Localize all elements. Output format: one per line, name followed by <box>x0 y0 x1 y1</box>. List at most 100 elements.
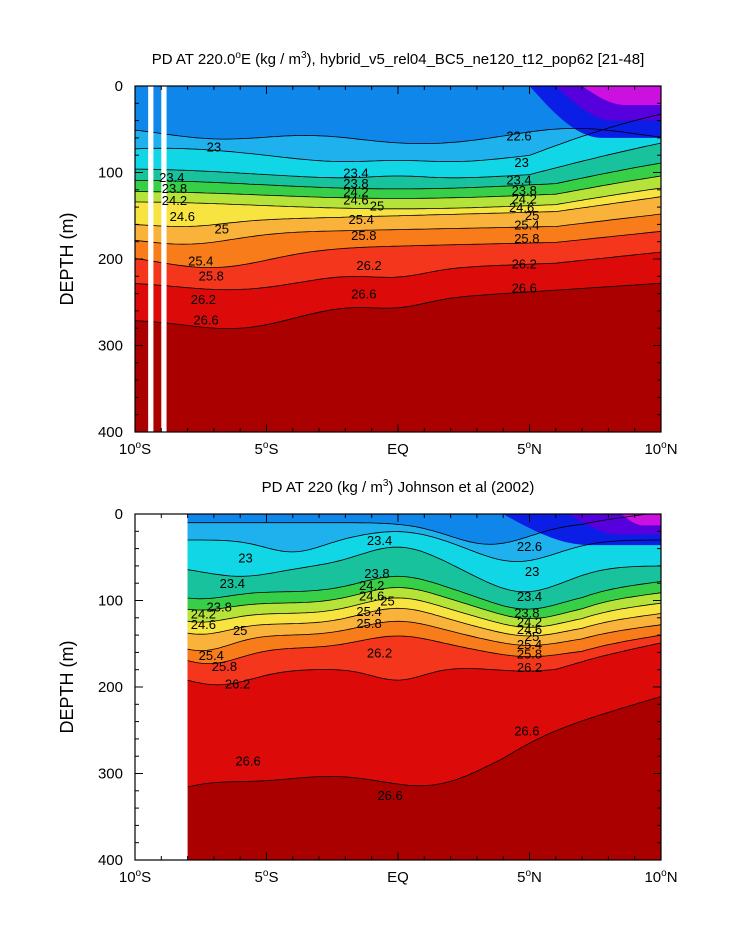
contour-label: 23.8 <box>162 181 187 196</box>
contour-line <box>187 597 661 628</box>
y-tick-label: 100 <box>98 165 123 182</box>
contour-label: 26.6 <box>351 287 376 302</box>
surface-band <box>582 86 661 105</box>
contour-line <box>135 142 661 179</box>
contour-label: 23.8 <box>512 183 537 198</box>
contour-label: 25.4 <box>349 212 374 227</box>
x-tick-label: 5oN <box>517 440 542 458</box>
y-tick-label: 200 <box>98 679 123 696</box>
contour-line <box>187 587 661 619</box>
missing-data-strip <box>161 86 167 432</box>
contour-label: 25.8 <box>517 646 542 661</box>
contour-line <box>187 642 661 686</box>
contour-label: 24.6 <box>170 209 195 224</box>
contour-label: 23 <box>514 155 528 170</box>
contour-label: 24.2 <box>517 614 542 629</box>
contour-label: 25.4 <box>356 604 381 619</box>
contour-label: 24.6 <box>359 588 384 603</box>
contour-line <box>135 113 661 162</box>
x-tick-label: 10oS <box>119 868 151 886</box>
missing-data-strip <box>148 86 154 432</box>
contour-label: 24.2 <box>359 578 384 593</box>
x-tick-label: 10oN <box>644 440 677 458</box>
contour-label: 25.8 <box>212 659 237 674</box>
contour-line <box>187 620 661 652</box>
y-tick-label: 0 <box>115 78 123 95</box>
x-tick-label: 10oS <box>119 440 151 458</box>
contour-line <box>187 514 661 545</box>
contour-label: 26.2 <box>191 292 216 307</box>
contour-label: 24.2 <box>162 193 187 208</box>
contour-label: 23.8 <box>514 606 539 621</box>
contour-line <box>135 282 661 329</box>
contour-label: 23.4 <box>517 589 542 604</box>
contour-label: 26.2 <box>512 256 537 271</box>
contour-label: 25.4 <box>517 637 542 652</box>
contour-line <box>135 187 661 210</box>
contour-line <box>187 696 661 788</box>
x-tick-label: EQ <box>387 869 409 886</box>
contour-label: 25.4 <box>199 648 224 663</box>
y-axis-label: DEPTH (m) <box>57 213 77 306</box>
y-tick-label: 400 <box>98 852 123 869</box>
contour-label: 25 <box>370 198 384 213</box>
contour-label: 23.4 <box>220 576 245 591</box>
contour-label: 26.2 <box>367 645 392 660</box>
chart-title: PD AT 220 (kg / m3) Johnson et al (2002) <box>262 478 535 496</box>
contour-line <box>135 251 661 291</box>
contour-label: 23.8 <box>207 600 232 615</box>
chart-title: PD AT 220.0oE (kg / m3), hybrid_v5_rel04… <box>152 50 645 68</box>
contour-line <box>135 162 661 190</box>
contour-line <box>187 546 661 593</box>
contour-line <box>135 175 661 199</box>
contour-line <box>135 128 661 144</box>
contour-line <box>187 531 661 562</box>
contour-label: 24.2 <box>512 191 537 206</box>
y-tick-label: 400 <box>98 424 123 441</box>
contour-label: 25 <box>525 629 539 644</box>
contour-line <box>135 196 661 227</box>
contour-label: 22.6 <box>517 539 542 554</box>
contour-label: 23.4 <box>506 172 531 187</box>
contour-label: 26.6 <box>235 754 260 769</box>
contour-label: 23.4 <box>367 533 392 548</box>
contour-label: 26.6 <box>512 281 537 296</box>
y-tick-label: 300 <box>98 766 123 783</box>
contour-label: 26.6 <box>514 723 539 738</box>
contour-line <box>135 213 661 245</box>
x-tick-label: 5oS <box>255 440 279 458</box>
contour-label: 23.4 <box>343 166 368 181</box>
contour-label: 26.2 <box>517 660 542 675</box>
contour-label: 25.4 <box>514 217 539 232</box>
x-tick-label: 5oN <box>517 868 542 886</box>
contour-label: 23 <box>207 140 221 155</box>
contour-label: 25 <box>525 208 539 223</box>
contour-label: 26.6 <box>193 313 218 328</box>
y-tick-label: 0 <box>115 506 123 523</box>
contour-label: 24.6 <box>517 622 542 637</box>
contour-label: 25.8 <box>199 268 224 283</box>
contour-label: 25.8 <box>514 231 539 246</box>
contour-label: 26.2 <box>356 258 381 273</box>
y-tick-label: 200 <box>98 251 123 268</box>
panel-model: 2323.423.824.224.62525.425.826.226.623.4… <box>57 50 678 458</box>
contour-line <box>135 230 661 268</box>
contour-label: 23.8 <box>343 176 368 191</box>
contour-label: 26.6 <box>377 788 402 803</box>
y-tick-label: 100 <box>98 593 123 610</box>
contour-line <box>187 575 661 610</box>
x-tick-label: EQ <box>387 441 409 458</box>
contour-label: 24.6 <box>343 192 368 207</box>
contour-label: 24.6 <box>191 617 216 632</box>
x-tick-label: 10oN <box>644 868 677 886</box>
contour-line <box>187 634 661 664</box>
contour-label: 23.8 <box>364 566 389 581</box>
contour-label: 23 <box>525 564 539 579</box>
contour-label: 25.4 <box>188 254 213 269</box>
contour-label: 22.6 <box>506 128 531 143</box>
contour-label: 25 <box>380 594 394 609</box>
contour-label: 25.8 <box>351 228 376 243</box>
contour-label: 24.2 <box>191 606 216 621</box>
